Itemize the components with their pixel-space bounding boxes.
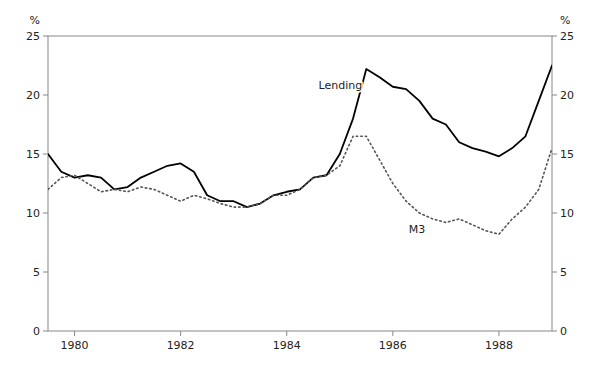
x-tick-label: 1984	[273, 339, 301, 352]
lines	[48, 66, 552, 235]
annotation: Lending	[319, 79, 363, 92]
y-tick-label: 15	[26, 148, 40, 161]
y-tick	[43, 95, 48, 96]
y2-axis-label: %	[560, 14, 570, 27]
y2-tick	[552, 95, 557, 96]
x-tick	[286, 331, 287, 336]
y-tick-label: 0	[33, 325, 40, 338]
annotations: Lending M3	[319, 79, 426, 236]
y2-tick	[552, 154, 557, 155]
annotation: M3	[409, 223, 426, 236]
y-tick-label: 25	[26, 30, 40, 43]
y-tick	[43, 331, 48, 332]
x-tick	[180, 331, 181, 336]
chart: 1980 1982 1984 1986 1988 0 5 10 15 20 25 0 5 10 15 20 25…	[0, 0, 600, 365]
y-tick-label: 5	[33, 266, 40, 279]
y2-tick	[552, 36, 557, 37]
x-tick-label: 1986	[379, 339, 407, 352]
y-tick	[43, 154, 48, 155]
y2-tick	[552, 331, 557, 332]
series-line	[48, 66, 552, 208]
y2-tick-label: 5	[560, 266, 567, 279]
y2-tick-label: 25	[560, 30, 574, 43]
y2-tick-label: 10	[560, 207, 574, 220]
x-tick-label: 1980	[61, 339, 89, 352]
y2-tick	[552, 272, 557, 273]
y-axis-label: %	[30, 14, 40, 27]
x-tick-label: 1982	[167, 339, 195, 352]
plot-frame	[48, 36, 552, 331]
y-tick-label: 10	[26, 207, 40, 220]
series-line	[48, 136, 552, 234]
y2-tick-label: 0	[560, 325, 567, 338]
x-tick-label: 1988	[485, 339, 513, 352]
y2-tick-label: 20	[560, 89, 574, 102]
y-tick-label: 20	[26, 89, 40, 102]
x-tick	[74, 331, 75, 336]
x-tick	[392, 331, 393, 336]
y-tick	[43, 36, 48, 37]
y2-tick-label: 15	[560, 148, 574, 161]
y-tick	[43, 272, 48, 273]
y-tick	[43, 213, 48, 214]
x-tick	[498, 331, 499, 336]
axes: 1980 1982 1984 1986 1988 0 5 10 15 20 25 0 5 10 15 20 25…	[26, 14, 574, 352]
y2-tick	[552, 213, 557, 214]
page: {"chart_data": { "type": "line", "x": [1…	[0, 0, 600, 365]
